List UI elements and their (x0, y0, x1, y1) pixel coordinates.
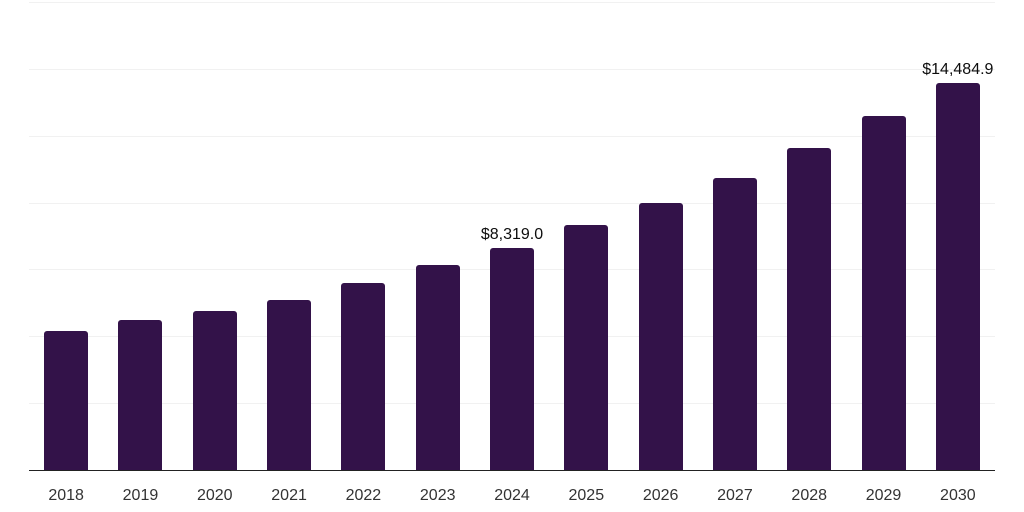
x-tick-label-2019: 2019 (122, 487, 159, 504)
x-axis-line (29, 469, 995, 471)
bar-2024 (490, 247, 534, 470)
bar-2026 (638, 202, 683, 470)
x-tick-label-2029: 2029 (865, 487, 902, 504)
bar-2022 (341, 283, 386, 470)
gridline-12500 (29, 135, 995, 137)
x-tick-label-2025: 2025 (568, 487, 605, 504)
bar-2020 (192, 311, 237, 470)
bar-2021 (267, 300, 312, 470)
bar-2018 (44, 330, 89, 470)
gridline-15000 (29, 68, 995, 70)
x-tick-label-2018: 2018 (48, 487, 84, 504)
bar-2027 (712, 177, 757, 470)
bar-2019 (118, 319, 163, 470)
bar-2029 (861, 115, 906, 470)
x-tick-label-2030: 2030 (940, 487, 976, 504)
x-tick-label-2024: 2024 (494, 487, 530, 504)
data-label-2024: $8,319.0 (480, 225, 544, 243)
gridline-10000 (29, 202, 995, 204)
gridline-17500 (29, 2, 995, 3)
x-tick-label-2026: 2026 (642, 487, 679, 504)
bar-2030 (935, 82, 980, 470)
x-tick-label-2021: 2021 (271, 487, 307, 504)
x-tick-label-2020: 2020 (196, 487, 233, 504)
x-tick-label-2027: 2027 (717, 487, 753, 504)
plot-area: $8,319.0 $14,484.9 (29, 2, 995, 470)
bar-2025 (564, 225, 609, 470)
x-tick-label-2028: 2028 (791, 487, 828, 504)
bar-2023 (415, 264, 460, 470)
data-label-2030: $14,484.9 (922, 60, 994, 78)
bar-2028 (787, 147, 832, 470)
x-tick-label-2023: 2023 (419, 487, 456, 504)
x-tick-label-2022: 2022 (345, 487, 382, 504)
